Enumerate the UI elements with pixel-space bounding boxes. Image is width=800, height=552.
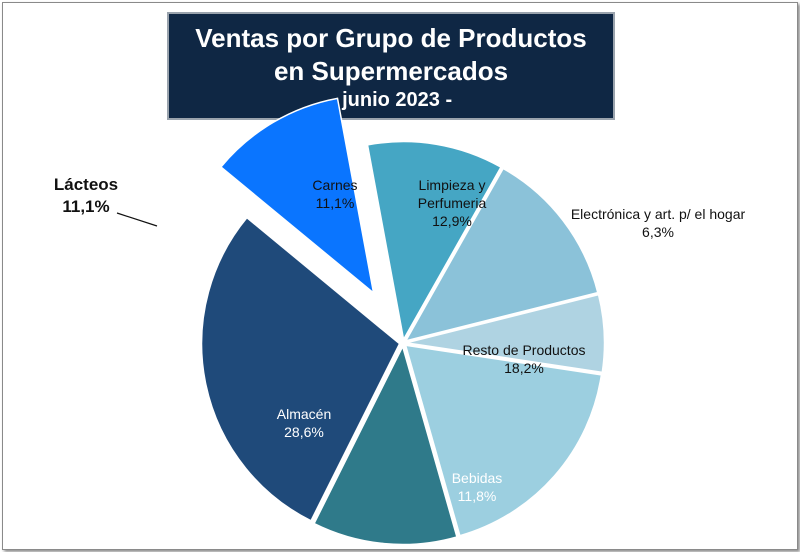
slice-category-label: Bebidas — [452, 470, 503, 486]
slice-value-label: 11,8% — [458, 488, 497, 504]
slice-value-label: 11,1% — [316, 195, 355, 211]
chart-title: Ventas por Grupo de Productos en Superme… — [195, 23, 587, 86]
slice-value-label: 18,2% — [504, 360, 544, 376]
slice-category-label: Limpieza y — [419, 177, 486, 193]
slice-category-label: Lácteos — [54, 175, 118, 194]
slice-category-label: Carnes — [312, 177, 357, 193]
slice-category-label: Perfumeria — [418, 195, 487, 211]
pie-slice-carnes — [366, 140, 502, 342]
slice-category-label: Electrónica y art. p/ el hogar — [571, 206, 746, 222]
pie-slice-limpieza-y-perfumeria — [404, 167, 599, 343]
slice-category-label: Resto de Productos — [463, 342, 586, 358]
pie-slice-bebidas — [313, 344, 458, 546]
label-leader-line — [116, 212, 158, 227]
pie-slice-almacén — [200, 216, 401, 522]
pie-slice-lácteos — [219, 97, 375, 295]
slice-value-label: 12,9% — [432, 213, 472, 229]
pie-slice-resto-de-productos — [404, 344, 603, 537]
pie-slice-electrónica-y-art-p-el-hogar — [406, 293, 606, 374]
chart-title-box: Ventas por Grupo de Productos en Superme… — [167, 12, 615, 120]
slice-value-label: 6,3% — [642, 224, 674, 240]
slice-value-label: 28,6% — [284, 424, 324, 440]
chart-subtitle: - junio 2023 - — [329, 89, 453, 111]
slice-value-label: 11,1% — [62, 197, 109, 216]
slice-category-label: Almacén — [277, 406, 331, 422]
